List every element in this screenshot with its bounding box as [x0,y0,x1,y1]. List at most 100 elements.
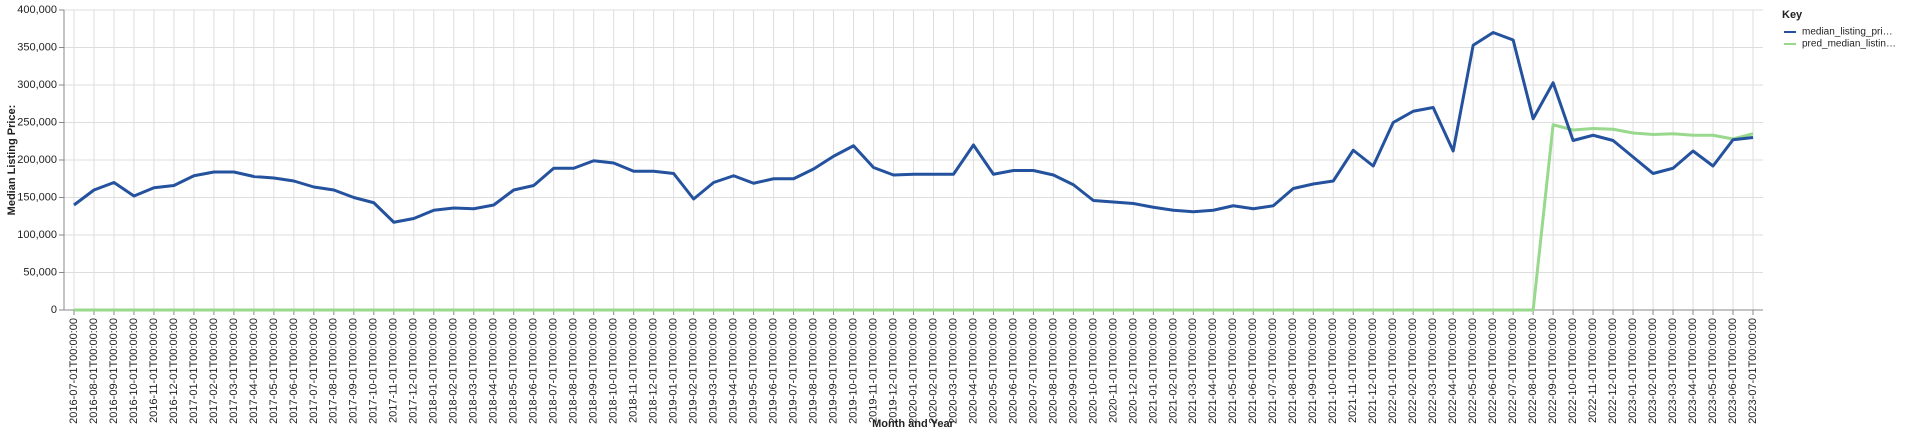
x-tick-label: 2020-03-01T00:00:00 [947,318,959,424]
x-tick-label: 2021-10-01T00:00:00 [1327,318,1339,424]
series-line [73,31,1754,224]
x-tick-label: 2018-04-01T00:00:00 [488,318,500,424]
x-tick-label: 2018-01-01T00:00:00 [428,318,440,424]
x-tick-label: 2017-06-01T00:00:00 [288,318,300,424]
x-tick-label: 2023-05-01T00:00:00 [1707,318,1719,424]
x-tick-label: 2021-01-01T00:00:00 [1147,318,1159,424]
x-tick-label: 2019-12-01T00:00:00 [887,318,899,424]
x-tick-label: 2018-05-01T00:00:00 [508,318,520,424]
x-tick-label: 2021-03-01T00:00:00 [1187,318,1199,424]
x-tick-label: 2017-07-01T00:00:00 [308,318,320,424]
y-tick-label: 400,000 [17,4,57,16]
x-tick-label: 2021-12-01T00:00:00 [1367,318,1379,424]
x-tick-label: 2019-10-01T00:00:00 [847,318,859,424]
x-tick-label: 2019-11-01T00:00:00 [867,318,879,423]
x-tick-label: 2017-04-01T00:00:00 [248,318,260,424]
x-tick-label: 2017-02-01T00:00:00 [208,318,220,424]
x-tick-label: 2021-05-01T00:00:00 [1227,318,1239,424]
x-tick-label: 2023-01-01T00:00:00 [1627,318,1639,424]
x-tick-label: 2021-07-01T00:00:00 [1267,318,1279,424]
x-tick-label: 2019-02-01T00:00:00 [688,318,700,424]
y-tick-label: 100,000 [17,229,57,241]
x-tick-label: 2021-06-01T00:00:00 [1247,318,1259,424]
y-tick-label: 200,000 [17,154,57,166]
x-tick-label: 2022-05-01T00:00:00 [1467,318,1479,424]
x-tick-label: 2020-10-01T00:00:00 [1087,318,1099,424]
x-tick-label: 2019-08-01T00:00:00 [807,318,819,424]
x-tick-label: 2022-10-01T00:00:00 [1567,318,1579,424]
x-tick-label: 2017-08-01T00:00:00 [328,318,340,424]
x-tick-label: 2019-06-01T00:00:00 [767,318,779,424]
y-tick-label: 350,000 [17,41,57,53]
x-tick-label: 2023-06-01T00:00:00 [1727,318,1739,424]
x-tick-label: 2016-12-01T00:00:00 [168,318,180,424]
x-tick-label: 2016-08-01T00:00:00 [88,318,100,424]
x-tick-label: 2016-10-01T00:00:00 [128,318,140,424]
x-tick-label: 2019-09-01T00:00:00 [827,318,839,424]
x-tick-label: 2020-07-01T00:00:00 [1027,318,1039,424]
x-tick-label: 2021-08-01T00:00:00 [1287,318,1299,424]
x-tick-label: 2020-02-01T00:00:00 [927,318,939,424]
legend-title: Key [1782,9,1803,21]
y-axis-title: Median Listing Price: [6,105,18,216]
x-tick-label: 2018-10-01T00:00:00 [608,318,620,424]
x-tick-label: 2019-01-01T00:00:00 [668,318,680,424]
x-tick-label: 2020-12-01T00:00:00 [1127,318,1139,424]
x-tick-label: 2018-07-01T00:00:00 [548,318,560,424]
x-tick-label: 2019-07-01T00:00:00 [787,318,799,424]
x-tick-label: 2017-03-01T00:00:00 [228,318,240,424]
y-tick-label: 50,000 [23,266,57,278]
x-tick-label: 2017-10-01T00:00:00 [368,318,380,424]
x-tick-label: 2023-03-01T00:00:00 [1667,318,1679,424]
x-tick-label: 2020-09-01T00:00:00 [1067,318,1079,424]
x-tick-label: 2022-09-01T00:00:00 [1547,318,1559,424]
x-tick-label: 2022-07-01T00:00:00 [1507,318,1519,424]
x-tick-label: 2018-08-01T00:00:00 [568,318,580,424]
x-tick-label: 2021-04-01T00:00:00 [1207,318,1219,424]
x-tick-label: 2022-08-01T00:00:00 [1527,318,1539,424]
x-tick-label: 2018-06-01T00:00:00 [528,318,540,424]
x-tick-label: 2023-07-01T00:00:00 [1747,318,1759,424]
x-tick-label: 2021-09-01T00:00:00 [1307,318,1319,424]
x-tick-label: 2022-11-01T00:00:00 [1587,318,1599,423]
x-tick-label: 2016-11-01T00:00:00 [148,318,160,423]
x-tick-label: 2022-03-01T00:00:00 [1427,318,1439,424]
x-tick-label: 2018-02-01T00:00:00 [448,318,460,424]
x-tick-label: 2016-07-01T00:00:00 [68,318,80,424]
y-tick-label: 0 [51,304,57,316]
x-tick-label: 2017-11-01T00:00:00 [388,318,400,423]
x-tick-label: 2017-09-01T00:00:00 [348,318,360,424]
legend-label: pred_median_listin… [1802,39,1896,50]
x-tick-label: 2023-02-01T00:00:00 [1647,318,1659,424]
legend-label: median_listing_pri… [1802,27,1893,38]
x-tick-label: 2022-02-01T00:00:00 [1407,318,1419,424]
x-tick-label: 2017-01-01T00:00:00 [188,318,200,424]
x-tick-label: 2018-12-01T00:00:00 [648,318,660,424]
x-tick-label: 2020-01-01T00:00:00 [907,318,919,424]
x-tick-label: 2020-06-01T00:00:00 [1007,318,1019,424]
x-tick-label: 2022-04-01T00:00:00 [1447,318,1459,424]
x-tick-label: 2022-12-01T00:00:00 [1607,318,1619,424]
x-tick-label: 2018-11-01T00:00:00 [628,318,640,423]
x-tick-label: 2016-09-01T00:00:00 [108,318,120,424]
x-tick-label: 2020-04-01T00:00:00 [967,318,979,424]
series-line [73,123,1754,312]
x-tick-label: 2020-08-01T00:00:00 [1047,318,1059,424]
y-tick-label: 150,000 [17,191,57,203]
x-tick-label: 2020-05-01T00:00:00 [987,318,999,424]
y-tick-label: 300,000 [17,79,57,91]
x-axis-title: Month and Year [872,418,954,430]
x-tick-label: 2021-11-01T00:00:00 [1347,318,1359,423]
y-tick-label: 250,000 [17,116,57,128]
x-tick-label: 2022-01-01T00:00:00 [1387,318,1399,424]
x-tick-label: 2017-12-01T00:00:00 [408,318,420,424]
x-tick-label: 2018-09-01T00:00:00 [588,318,600,424]
x-tick-label: 2019-03-01T00:00:00 [708,318,720,424]
x-tick-label: 2019-04-01T00:00:00 [728,318,740,424]
x-tick-label: 2022-06-01T00:00:00 [1487,318,1499,424]
x-tick-label: 2018-03-01T00:00:00 [468,318,480,424]
x-tick-label: 2019-05-01T00:00:00 [748,318,760,424]
x-tick-label: 2020-11-01T00:00:00 [1107,318,1119,423]
